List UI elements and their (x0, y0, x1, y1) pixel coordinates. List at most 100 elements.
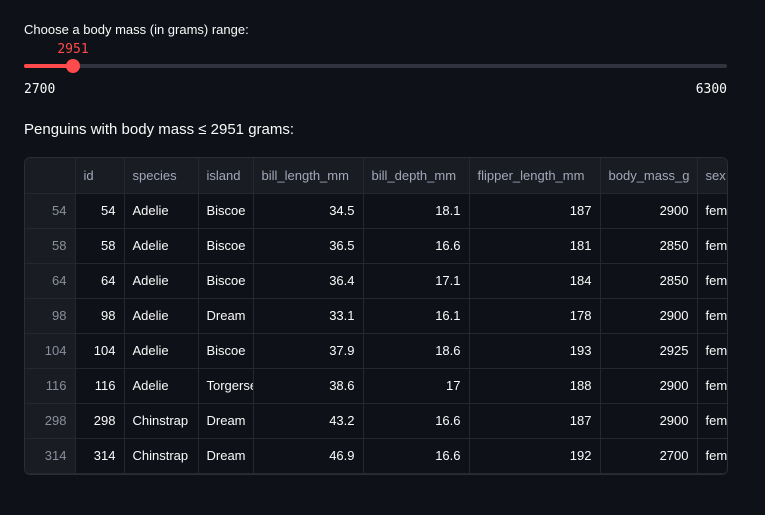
table-cell[interactable]: female (697, 263, 727, 299)
table-cell[interactable]: 188 (469, 368, 601, 404)
table-cell[interactable]: female (697, 333, 727, 369)
table-cell[interactable]: 18.6 (363, 333, 470, 369)
table-cell[interactable]: 98 (75, 298, 125, 334)
table-cell[interactable]: 16.6 (363, 228, 470, 264)
table-cell[interactable]: Dream (198, 298, 254, 334)
table-cell[interactable]: 314 (75, 438, 125, 474)
table-cell[interactable]: Adelie (124, 193, 199, 229)
table-cell[interactable]: Adelie (124, 368, 199, 404)
table-cell[interactable]: 58 (75, 228, 125, 264)
table-cell[interactable]: 192 (469, 438, 601, 474)
table-cell[interactable]: Adelie (124, 333, 199, 369)
table-cell[interactable]: Biscoe (198, 263, 254, 299)
table-cell[interactable]: 37.9 (253, 333, 364, 369)
table-cell[interactable]: female (697, 298, 727, 334)
table-cell[interactable]: 193 (469, 333, 601, 369)
row-index: 54 (25, 193, 76, 229)
table-cell[interactable]: Torgersen (198, 368, 254, 404)
slider-min-label: 2700 (24, 82, 56, 97)
column-header[interactable]: sex (697, 158, 727, 194)
table-cell[interactable]: female (697, 368, 727, 404)
table-cell[interactable]: 17 (363, 368, 470, 404)
row-index: 104 (25, 333, 76, 369)
table-cell[interactable]: Biscoe (198, 333, 254, 369)
slider-fill (24, 64, 73, 68)
table-cell[interactable]: 181 (469, 228, 601, 264)
table-cell[interactable]: 33.1 (253, 298, 364, 334)
table-cell[interactable]: female (697, 193, 727, 229)
results-heading: Penguins with body mass ≤ 2951 grams: (24, 121, 295, 138)
table-cell[interactable]: 46.9 (253, 438, 364, 474)
table-row[interactable]: 298298ChinstrapDream43.216.61872900femal… (25, 403, 727, 439)
table-cell[interactable]: 18.1 (363, 193, 470, 229)
table-cell[interactable]: 34.5 (253, 193, 364, 229)
table-cell[interactable]: Adelie (124, 298, 199, 334)
row-index: 116 (25, 368, 76, 404)
table-cell[interactable]: 16.6 (363, 438, 470, 474)
table-cell[interactable]: 184 (469, 263, 601, 299)
table-cell[interactable]: 2850 (600, 263, 698, 299)
table-cell[interactable]: 54 (75, 193, 125, 229)
table-cell[interactable]: 36.4 (253, 263, 364, 299)
column-header[interactable]: bill_depth_mm (363, 158, 470, 194)
table-cell[interactable]: 64 (75, 263, 125, 299)
table-row[interactable]: 116116AdelieTorgersen38.6171882900female (25, 368, 727, 404)
table-cell[interactable]: 178 (469, 298, 601, 334)
table-cell[interactable]: Biscoe (198, 193, 254, 229)
table-cell[interactable]: 2900 (600, 298, 698, 334)
table-cell[interactable]: 104 (75, 333, 125, 369)
row-index: 298 (25, 403, 76, 439)
slider-current-value: 2951 (57, 42, 89, 57)
slider-thumb[interactable] (66, 59, 80, 73)
table-cell[interactable]: 17.1 (363, 263, 470, 299)
table-cell[interactable]: 16.6 (363, 403, 470, 439)
table-cell[interactable]: 43.2 (253, 403, 364, 439)
column-header[interactable]: flipper_length_mm (469, 158, 601, 194)
table-cell[interactable]: female (697, 403, 727, 439)
slider-label: Choose a body mass (in grams) range: (24, 22, 249, 37)
slider-track[interactable] (24, 64, 727, 68)
table-cell[interactable]: 187 (469, 193, 601, 229)
table-cell[interactable]: female (697, 438, 727, 474)
table-cell[interactable]: 2925 (600, 333, 698, 369)
table-cell[interactable]: 36.5 (253, 228, 364, 264)
table-cell[interactable]: 2900 (600, 403, 698, 439)
table-cell[interactable]: 38.6 (253, 368, 364, 404)
table-cell[interactable]: 187 (469, 403, 601, 439)
row-index: 314 (25, 438, 76, 474)
row-index: 58 (25, 228, 76, 264)
row-index: 98 (25, 298, 76, 334)
table-cell[interactable]: 298 (75, 403, 125, 439)
row-index: 64 (25, 263, 76, 299)
table-cell[interactable]: Chinstrap (124, 438, 199, 474)
column-header[interactable]: id (75, 158, 125, 194)
table-cell[interactable]: Adelie (124, 228, 199, 264)
table-cell[interactable]: Adelie (124, 263, 199, 299)
table-cell[interactable]: 2850 (600, 228, 698, 264)
slider-max-label: 6300 (695, 82, 727, 97)
table-cell[interactable]: Chinstrap (124, 403, 199, 439)
table-cell[interactable]: female (697, 228, 727, 264)
body-mass-slider[interactable]: 2951 2700 6300 (24, 40, 727, 100)
column-header[interactable]: island (198, 158, 254, 194)
column-header[interactable]: bill_length_mm (253, 158, 364, 194)
table-cell[interactable]: 2900 (600, 368, 698, 404)
table-cell[interactable]: Biscoe (198, 228, 254, 264)
table-cell[interactable]: Dream (198, 403, 254, 439)
table-cell[interactable]: 16.1 (363, 298, 470, 334)
table-cell[interactable]: Dream (198, 438, 254, 474)
column-header[interactable]: species (124, 158, 199, 194)
table-cell[interactable]: 2900 (600, 193, 698, 229)
index-header (25, 158, 76, 194)
table-cell[interactable]: 116 (75, 368, 125, 404)
table-row[interactable]: 314314ChinstrapDream46.916.61922700femal… (25, 438, 727, 474)
column-header[interactable]: body_mass_g (600, 158, 698, 194)
penguins-table[interactable]: id species island bill_length_mm bill_de… (24, 157, 728, 475)
table-cell[interactable]: 2700 (600, 438, 698, 474)
table-header-row: id species island bill_length_mm bill_de… (25, 158, 727, 194)
